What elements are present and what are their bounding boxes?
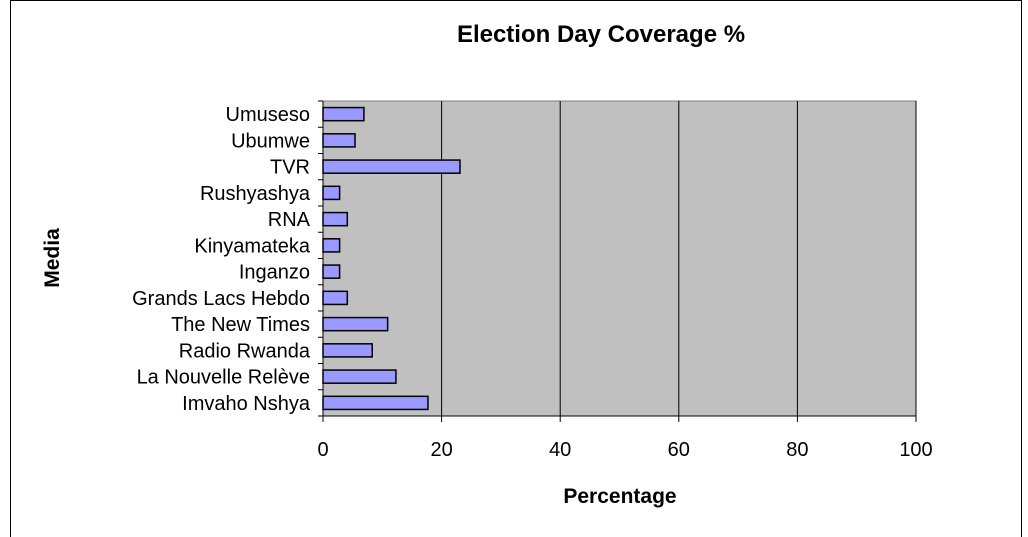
- category-label: La Nouvelle Relève: [137, 367, 310, 389]
- category-label: Umuseso: [226, 104, 310, 126]
- bar: [322, 106, 365, 122]
- bar: [322, 159, 461, 174]
- category-label: Ubumwe: [231, 130, 310, 152]
- y-axis-title: Media: [41, 228, 64, 288]
- x-tick-labels: 0 20 40 60 80 100: [317, 439, 932, 461]
- x-tick-label: 80: [786, 439, 808, 461]
- category-label: Imvaho Nshya: [182, 393, 311, 415]
- x-tick-label: 0: [317, 439, 328, 461]
- category-label: Kinyamateka: [194, 235, 310, 257]
- axes: [318, 100, 917, 422]
- bar: [322, 290, 349, 306]
- chart-title: Election Day Coverage %: [457, 21, 745, 48]
- bar: [322, 343, 373, 358]
- category-label: TVR: [270, 157, 310, 179]
- gridlines: [441, 101, 917, 416]
- bar: [322, 185, 341, 201]
- x-tick-label: 20: [430, 439, 452, 461]
- category-labels: Imvaho Nshya La Nouvelle Relève Radio Rwan…: [132, 104, 311, 415]
- x-tick-label: 60: [668, 439, 690, 461]
- x-tick-label: 100: [899, 439, 932, 461]
- category-label: RNA: [268, 209, 311, 231]
- category-label: Radio Rwanda: [179, 340, 311, 362]
- x-axis-title: Percentage: [563, 485, 676, 508]
- category-label: Grands Lacs Hebdo: [132, 288, 310, 310]
- bar: [322, 395, 429, 411]
- plot-area: [322, 100, 917, 417]
- category-label: Rushyashya: [200, 183, 311, 205]
- bar: [322, 238, 341, 253]
- bar: [322, 264, 341, 279]
- category-label: The New Times: [171, 314, 310, 336]
- chart-frame: [10, 0, 1022, 537]
- bar: [322, 133, 356, 148]
- bar: [322, 211, 349, 227]
- bar: [322, 369, 397, 384]
- bar: [322, 316, 389, 332]
- category-label: Inganzo: [239, 262, 310, 284]
- x-tick-label: 40: [549, 439, 571, 461]
